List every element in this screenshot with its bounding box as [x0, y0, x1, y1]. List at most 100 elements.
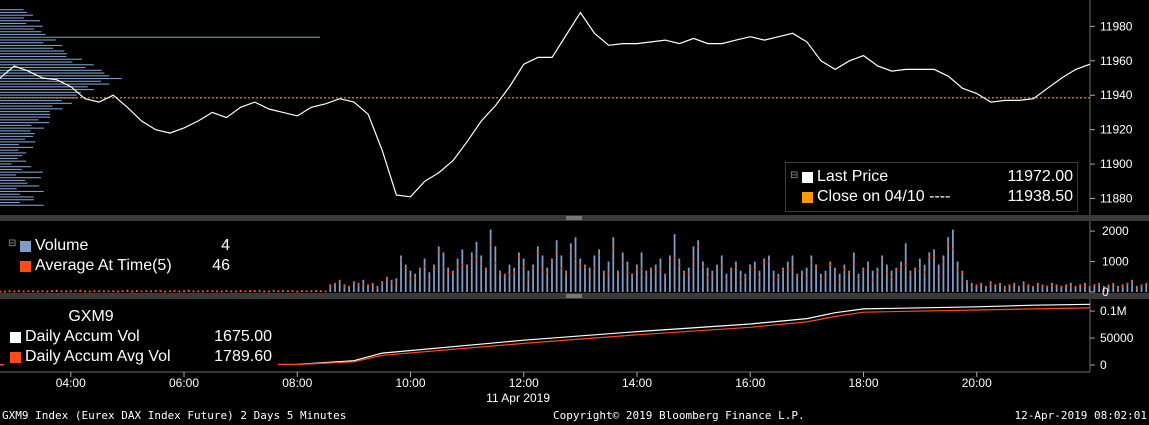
average-dot	[414, 277, 417, 280]
profile-bar	[0, 199, 34, 201]
volume-bar	[522, 258, 525, 292]
average-dot	[546, 271, 549, 274]
profile-bar	[0, 102, 73, 104]
volume-bar	[975, 284, 978, 292]
average-dot	[659, 268, 662, 271]
average-dot	[348, 286, 351, 289]
average-dot	[555, 252, 558, 255]
volume-bar	[956, 261, 959, 292]
average-dot	[169, 290, 171, 293]
average-dot	[178, 290, 181, 293]
volume-bar	[961, 270, 964, 292]
profile-bar	[0, 97, 78, 99]
volume-bar	[598, 249, 601, 292]
average-dot	[909, 273, 912, 276]
average-dot	[885, 271, 888, 274]
time-tick-label: 14:00	[622, 376, 652, 390]
volume-bar	[984, 285, 987, 292]
volume-bar	[1013, 282, 1016, 292]
volume-bar	[659, 258, 662, 292]
average-dot	[1079, 284, 1082, 287]
average-dot	[235, 290, 237, 293]
collapse-tree-icon[interactable]: ⊟	[8, 238, 17, 249]
volume-profile	[0, 9, 320, 206]
average-dot	[1003, 287, 1006, 290]
volume-value: 4	[221, 237, 230, 254]
volume-bar	[687, 267, 690, 292]
profile-bar	[0, 141, 36, 143]
volume-bar	[1060, 285, 1063, 292]
volume-bar	[1107, 284, 1110, 292]
average-dot	[852, 263, 855, 266]
volume-bar	[848, 270, 851, 292]
average-dot	[102, 290, 105, 293]
average-dot	[485, 269, 487, 272]
volume-bar	[834, 267, 836, 292]
average-dot	[678, 264, 681, 267]
volume-bar	[499, 270, 501, 292]
volume-bar	[1112, 282, 1115, 292]
price-tick-label: 11940	[1100, 88, 1133, 102]
average-dot	[480, 262, 483, 265]
volume-bar	[362, 279, 365, 292]
volume-bar	[400, 255, 402, 292]
average-dot	[518, 255, 520, 258]
volume-bar	[452, 270, 454, 292]
collapse-tree-icon[interactable]: ⊟	[790, 170, 799, 181]
profile-bar	[0, 155, 23, 157]
average-dot	[862, 269, 865, 272]
average-dot	[739, 278, 742, 281]
profile-bar	[0, 124, 32, 126]
average-dot	[612, 247, 615, 250]
legend-title: GXM9	[10, 307, 272, 327]
volume-bar	[461, 249, 464, 292]
price-tick-label: 11880	[1100, 192, 1133, 206]
average-dot	[640, 267, 643, 270]
profile-bar	[0, 11, 27, 14]
volume-bar	[348, 285, 351, 292]
average-dot	[1084, 284, 1086, 287]
footer-security: GXM9 Index (Eurex DAX Index Future) 2 Da…	[2, 409, 347, 422]
average-dot	[1117, 286, 1119, 289]
volume-bar	[626, 261, 629, 292]
volume-bar	[1121, 284, 1124, 292]
security-title: GXM9	[68, 308, 114, 325]
average-dot	[357, 283, 360, 286]
accum-avg-line	[0, 307, 1091, 366]
volume-bar	[824, 270, 827, 292]
volume-bar	[786, 261, 789, 292]
average-dot	[253, 290, 256, 293]
volume-bar	[819, 273, 822, 292]
profile-bar	[0, 111, 50, 113]
average-dot	[1065, 284, 1067, 287]
volume-bar	[730, 267, 733, 292]
average-dot	[442, 266, 445, 269]
volume-bar	[423, 258, 426, 292]
volume-bar	[678, 258, 681, 292]
volume-bar	[951, 229, 954, 292]
average-dot	[1060, 285, 1063, 288]
last-price-line	[0, 11, 1091, 198]
average-dot	[202, 290, 204, 293]
average-dot	[786, 269, 789, 272]
volume-bar	[395, 278, 398, 292]
average-dot	[489, 243, 492, 246]
average-dot	[602, 272, 605, 275]
average-dot	[848, 271, 851, 274]
volume-bar	[338, 279, 341, 292]
average-dot	[305, 290, 308, 293]
price-tick-label: 11960	[1100, 54, 1133, 68]
volume-bar	[513, 267, 516, 292]
average-dot	[772, 278, 775, 281]
volume-bar	[716, 264, 718, 292]
average-dot	[843, 268, 846, 271]
average-dot	[390, 281, 393, 284]
time-tick-label: 04:00	[56, 376, 86, 390]
profile-bar	[0, 157, 18, 159]
average-dot	[18, 290, 20, 293]
profile-bar	[0, 50, 65, 52]
axes: 11880 11900 11920 11940 11960 11980 0 1000 2000 0…	[56, 19, 1134, 405]
profile-bar	[0, 39, 56, 41]
average-dot	[1098, 283, 1100, 286]
average-dot	[244, 290, 247, 293]
